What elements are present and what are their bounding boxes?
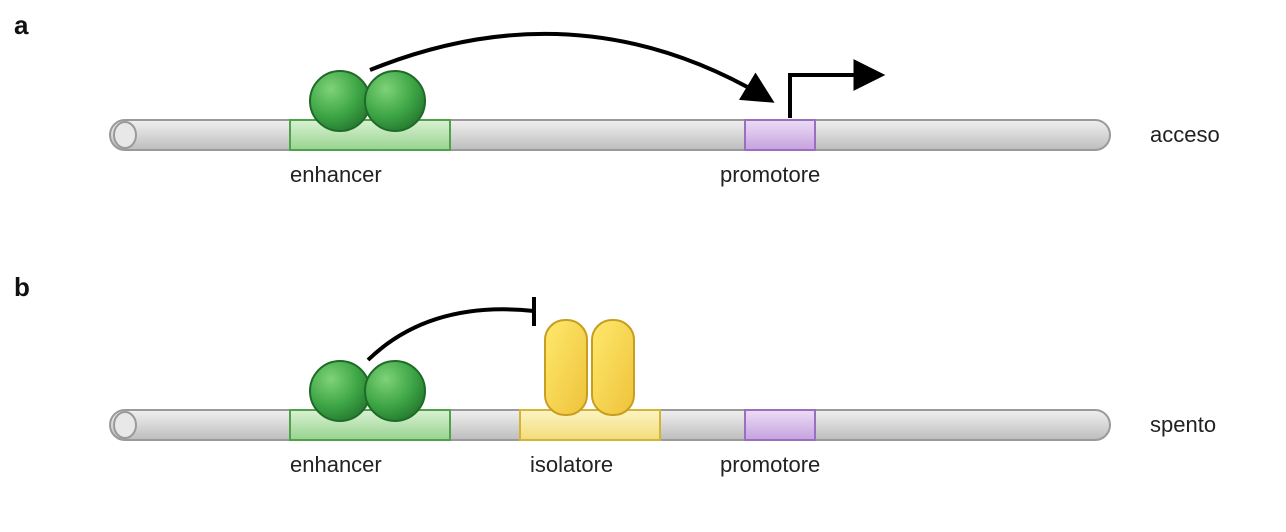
promoter-label-b: promotore (720, 452, 820, 477)
enhancer-region-a (290, 120, 450, 150)
promoter-label-a: promotore (720, 162, 820, 187)
tss-arrow-a (790, 75, 880, 118)
state-label-b: spento (1150, 412, 1216, 437)
dna-a (110, 120, 1110, 150)
panel-a: a enhancer promotore acceso (14, 10, 1220, 187)
insulator-label-b: isolatore (530, 452, 613, 477)
promoter-region-b (745, 410, 815, 440)
enhancer-label-a: enhancer (290, 162, 382, 187)
activation-arc-a (370, 34, 770, 100)
promoter-region-a (745, 120, 815, 150)
diagram-root: a enhancer promotore acceso b (0, 0, 1286, 532)
insulator-region-b (520, 410, 660, 440)
panel-b: b enhancer isolat (14, 272, 1216, 477)
insulator-proteins-b (545, 320, 634, 415)
panel-a-label: a (14, 10, 29, 40)
enhancer-label-b: enhancer (290, 452, 382, 477)
enhancer-region-b (290, 410, 450, 440)
blocking-arc-b (368, 297, 534, 360)
state-label-a: acceso (1150, 122, 1220, 147)
panel-b-label: b (14, 272, 30, 302)
